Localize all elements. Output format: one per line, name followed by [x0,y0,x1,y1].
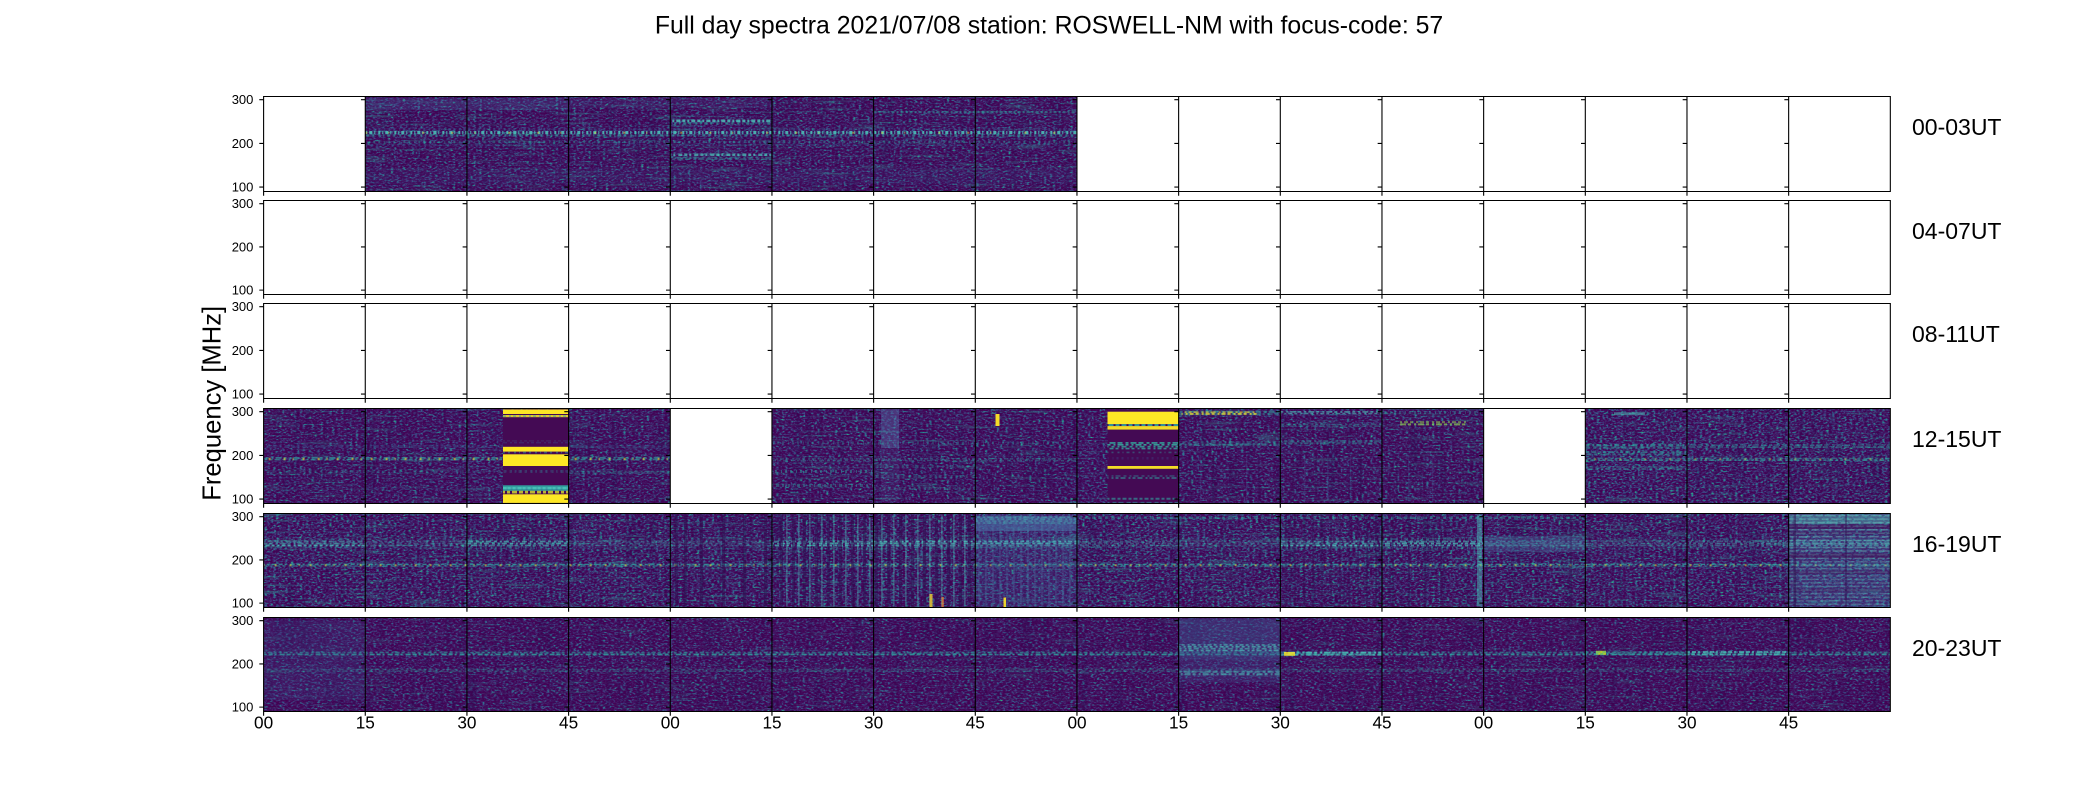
svg-text:100: 100 [232,387,254,402]
svg-text:300: 300 [232,404,254,419]
svg-text:00: 00 [1067,712,1086,732]
svg-text:04-07UT: 04-07UT [1912,218,2001,244]
svg-text:45: 45 [1372,712,1391,732]
svg-text:00: 00 [1474,712,1493,732]
svg-text:15: 15 [1576,712,1595,732]
svg-text:300: 300 [232,613,254,628]
svg-text:300: 300 [232,299,254,314]
svg-text:200: 200 [232,239,254,254]
svg-text:200: 200 [232,136,254,151]
svg-text:15: 15 [356,712,375,732]
svg-text:45: 45 [559,712,578,732]
svg-text:100: 100 [232,596,254,611]
svg-text:300: 300 [232,196,254,211]
svg-text:Full day spectra 2021/07/08 st: Full day spectra 2021/07/08 station: ROS… [655,13,1443,40]
svg-text:200: 200 [232,448,254,463]
svg-text:16-19UT: 16-19UT [1912,531,2001,557]
svg-text:20-23UT: 20-23UT [1912,635,2001,661]
svg-text:15: 15 [762,712,781,732]
svg-text:00: 00 [254,712,273,732]
svg-text:08-11UT: 08-11UT [1912,321,2000,347]
svg-text:100: 100 [232,492,254,507]
svg-text:30: 30 [1677,712,1696,732]
svg-text:200: 200 [232,552,254,567]
svg-text:300: 300 [232,92,254,107]
svg-text:30: 30 [1271,712,1290,732]
svg-text:100: 100 [232,180,254,195]
svg-text:12-15UT: 12-15UT [1912,426,2001,452]
svg-text:45: 45 [1779,712,1798,732]
svg-text:15: 15 [1169,712,1188,732]
svg-text:200: 200 [232,343,254,358]
svg-text:100: 100 [232,283,254,298]
svg-text:30: 30 [457,712,476,732]
svg-text:Frequency [MHz]: Frequency [MHz] [199,306,227,501]
svg-text:00-03UT: 00-03UT [1912,114,2001,140]
svg-text:45: 45 [966,712,985,732]
svg-text:100: 100 [232,700,254,715]
svg-text:200: 200 [232,656,254,671]
svg-text:00: 00 [661,712,680,732]
svg-text:300: 300 [232,509,254,524]
svg-text:30: 30 [864,712,883,732]
